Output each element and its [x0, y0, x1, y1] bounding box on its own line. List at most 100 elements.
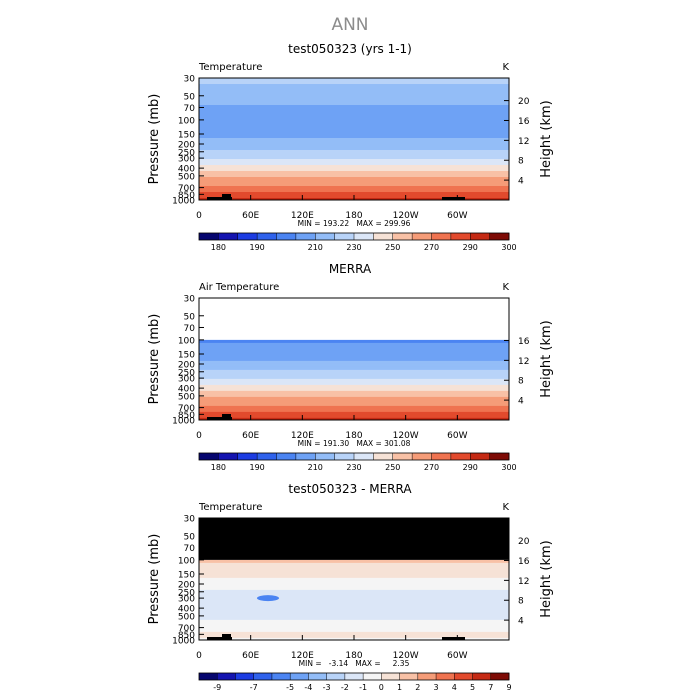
contour-band [199, 613, 509, 618]
contour-band [199, 183, 509, 187]
height-tick-label: 4 [518, 397, 524, 407]
pressure-tick-label: 300 [178, 155, 195, 165]
contour-band [199, 631, 509, 636]
height-tick-label: 8 [518, 597, 524, 607]
colorbar: 180 190 210 230 250 270 290 300 [198, 232, 517, 252]
pressure-tick-label: 500 [178, 392, 195, 402]
contour-band [199, 628, 509, 633]
contour-band [199, 81, 509, 85]
contour-band [199, 339, 509, 344]
contour-band [199, 153, 509, 157]
colorbar-swatch [253, 673, 273, 680]
pressure-tick-label: 150 [178, 570, 195, 580]
colorbar-swatch [436, 673, 455, 680]
pressure-tick-label: 500 [178, 612, 195, 622]
contour-band [199, 120, 509, 124]
pressure-tick-label: 300 [178, 375, 195, 385]
colorbar-label: 180 [211, 463, 226, 472]
units-label: K [502, 282, 509, 293]
contour-band [199, 399, 509, 404]
contour-band [199, 345, 509, 350]
units-label: K [502, 62, 509, 73]
contour-band [199, 408, 509, 413]
colorbar-swatch [218, 453, 239, 460]
panel-title: test050323 (yrs 1-1) [288, 42, 412, 56]
colorbar: 180 190 210 230 250 270 290 300 [198, 452, 517, 472]
colorbar-swatch [290, 673, 309, 680]
pressure-tick-label: 100 [178, 556, 195, 566]
colorbar-swatch [199, 453, 219, 460]
pressure-tick-label: 200 [178, 141, 195, 151]
colorbar-label: 290 [463, 243, 478, 252]
contour-band [199, 180, 509, 184]
pressure-tick-label: 1000 [172, 197, 195, 207]
colorbar-label: 2 [415, 683, 420, 692]
colorbar-label: -4 [304, 683, 312, 692]
min-max-stats: MIN = 191.30 MAX = 301.08 [298, 439, 411, 448]
pressure-tick-label: 70 [184, 544, 196, 554]
colorbar-swatch [218, 233, 239, 240]
contour-field [199, 559, 509, 641]
colorbar-swatch [373, 233, 394, 240]
height-tick-label: 4 [518, 177, 524, 187]
colorbar-swatch [308, 673, 328, 680]
colorbar-label: 5 [470, 683, 475, 692]
pressure-tick-label: 500 [178, 172, 195, 182]
colorbar-swatch [470, 233, 491, 240]
lon-tick-label: 0 [196, 651, 202, 661]
contour-band [199, 622, 509, 627]
contour-band [199, 607, 509, 612]
colorbar-swatch [431, 233, 452, 240]
colorbar-swatch [334, 453, 355, 460]
colorbar-label: 270 [424, 243, 439, 252]
height-tick-label: 12 [518, 137, 529, 147]
colorbar-swatch [417, 673, 437, 680]
contour-band [199, 105, 509, 109]
contour-band [199, 559, 509, 564]
pressure-tick-label: 1000 [172, 637, 195, 647]
height-tick-label: 12 [518, 577, 529, 587]
colorbar-swatch [237, 233, 258, 240]
contour-band [199, 360, 509, 365]
colorbar-swatch [392, 453, 413, 460]
pressure-tick-label: 250 [178, 368, 195, 378]
colorbar-swatch [470, 453, 491, 460]
contour-band [199, 84, 509, 88]
lon-tick-label: 60E [242, 431, 259, 441]
contour-band [199, 586, 509, 591]
colorbar-label: 210 [308, 243, 323, 252]
pressure-tick-label: 70 [184, 104, 196, 114]
contour-band [199, 351, 509, 356]
colorbar-label: 9 [506, 683, 511, 692]
colorbar-label: 7 [488, 683, 493, 692]
pressure-tick-label: 200 [178, 581, 195, 591]
contour-band [199, 393, 509, 398]
lon-tick-label: 120E [291, 211, 314, 221]
contour-band [199, 126, 509, 130]
height-tick-label: 8 [518, 377, 524, 387]
pressure-tick-label: 850 [178, 191, 195, 201]
topography-mask [207, 414, 232, 420]
colorbar-swatch [199, 673, 218, 680]
lon-tick-label: 60E [242, 211, 259, 221]
contour-band [199, 571, 509, 576]
contour-band [199, 93, 509, 97]
contour-band [199, 189, 509, 193]
contour-band [199, 601, 509, 606]
contour-band [199, 102, 509, 106]
contour-band [199, 78, 509, 82]
colorbar-label: 270 [424, 463, 439, 472]
panel-title: MERRA [329, 262, 372, 276]
pressure-tick-label: 30 [184, 295, 196, 305]
pressure-tick-label: 70 [184, 324, 196, 334]
contour-band [199, 114, 509, 118]
contour-band [199, 610, 509, 615]
contour-band [199, 168, 509, 172]
contour-band [199, 156, 509, 160]
colorbar-swatch [489, 233, 510, 240]
lon-tick-label: 60W [447, 431, 467, 441]
pressure-tick-label: 200 [178, 361, 195, 371]
lon-tick-label: 120W [393, 651, 419, 661]
contour-band [199, 117, 509, 121]
lon-tick-label: 60E [242, 651, 259, 661]
